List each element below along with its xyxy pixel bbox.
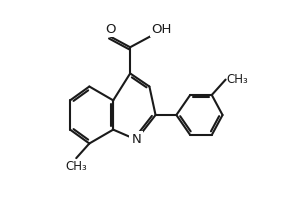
- Text: O: O: [105, 23, 115, 36]
- Text: OH: OH: [151, 23, 171, 36]
- Text: CH₃: CH₃: [65, 160, 87, 173]
- Text: CH₃: CH₃: [226, 73, 248, 86]
- Text: N: N: [131, 133, 141, 146]
